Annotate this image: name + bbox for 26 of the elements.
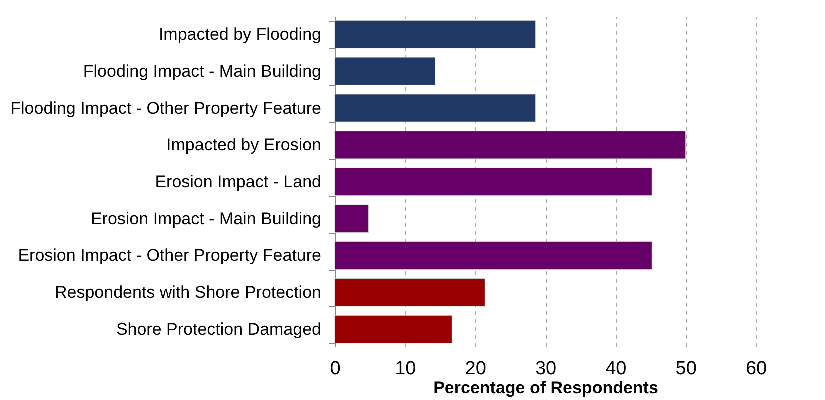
x-tick-label: 10 — [395, 358, 416, 380]
y-tick-label: Erosion Impact - Other Property Feature — [18, 246, 322, 266]
x-tick-label: 60 — [746, 358, 768, 380]
y-tick-label: Respondents with Shore Protection — [55, 283, 322, 302]
y-tick-label: Flooding Impact - Other Property Feature — [10, 98, 322, 118]
y-tick-label: Erosion Impact - Main Building — [90, 209, 322, 228]
bar — [334, 94, 536, 122]
y-tick-label: Erosion Impact - Land — [155, 172, 322, 192]
bar — [334, 242, 652, 270]
bar — [334, 204, 369, 233]
x-tick-label: 50 — [676, 358, 697, 380]
bar — [334, 168, 652, 196]
x-tick-label: 30 — [535, 358, 557, 380]
y-tick-label: Shore Protection Damaged — [116, 320, 322, 339]
bar — [334, 57, 436, 86]
x-axis-title: Percentage of Respondents — [434, 378, 658, 398]
x-tick-label: 20 — [465, 358, 486, 380]
bar — [334, 20, 536, 49]
y-tick-label: Flooding Impact - Main Building — [83, 62, 322, 81]
y-tick-label: Impacted by Erosion — [166, 136, 322, 155]
bar — [334, 278, 486, 307]
y-tick-label: Impacted by Flooding — [158, 25, 322, 44]
bar — [334, 131, 686, 160]
bar — [334, 315, 452, 344]
x-tick-label: 0 — [330, 358, 341, 380]
x-tick-label: 40 — [606, 358, 627, 380]
